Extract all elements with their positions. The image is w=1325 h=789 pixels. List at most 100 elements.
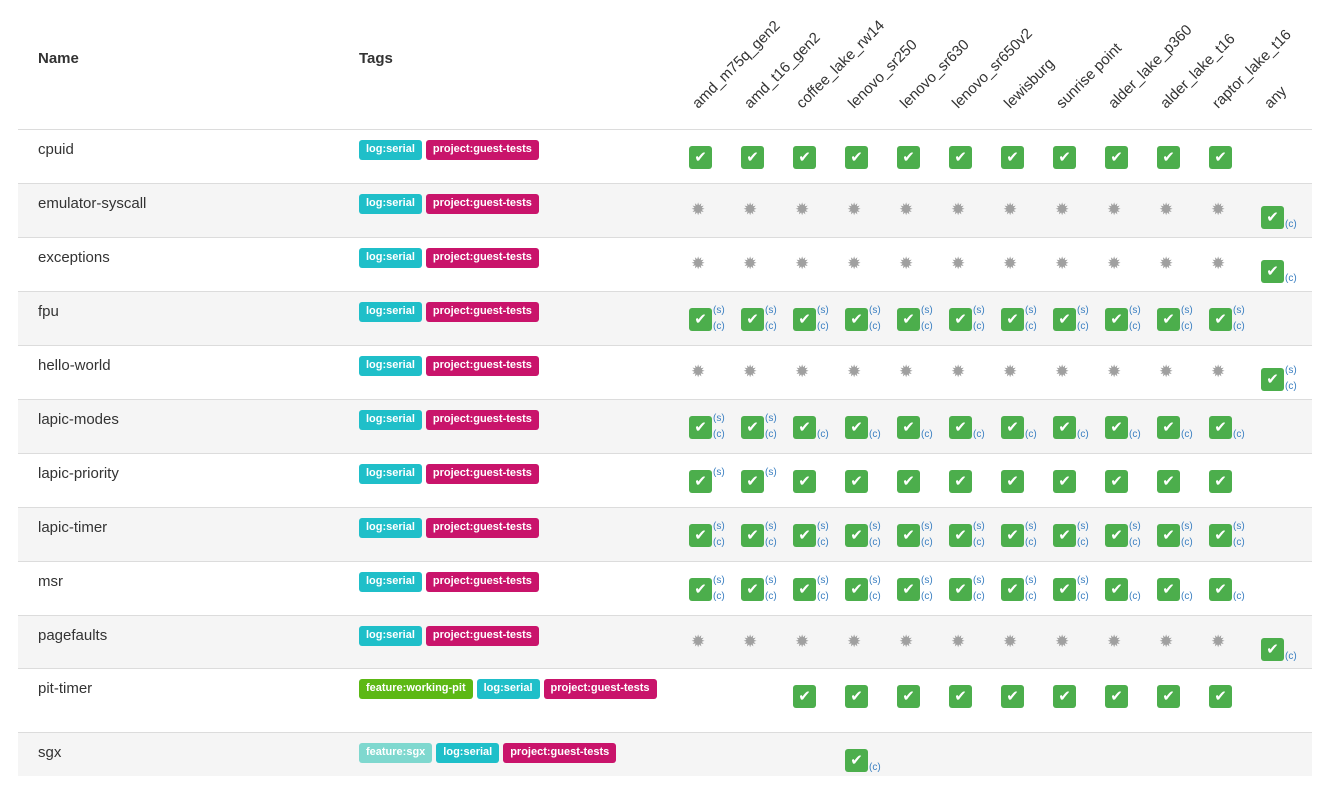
- serial-log-link[interactable]: (s): [921, 521, 933, 532]
- checkmark-icon[interactable]: ✔: [1053, 146, 1076, 169]
- checkmark-icon[interactable]: ✔: [793, 146, 816, 169]
- tag-badge[interactable]: project:guest-tests: [425, 248, 539, 268]
- tag-badge[interactable]: log:serial: [359, 410, 422, 430]
- console-log-link[interactable]: (c): [973, 321, 985, 332]
- result-cell[interactable]: ✔: [897, 685, 945, 725]
- result-cell[interactable]: ✹: [1157, 254, 1205, 294]
- serial-log-link[interactable]: (s): [1077, 575, 1089, 586]
- checkmark-icon[interactable]: ✔: [1105, 578, 1128, 601]
- console-log-link[interactable]: (c): [973, 429, 985, 440]
- result-cell[interactable]: ✔: [1157, 146, 1205, 186]
- serial-log-link[interactable]: (s): [1077, 521, 1089, 532]
- result-cell[interactable]: ✹: [793, 200, 841, 240]
- tag-badge[interactable]: project:guest-tests: [425, 194, 539, 214]
- checkmark-icon[interactable]: ✔: [793, 578, 816, 601]
- serial-log-link[interactable]: (s): [713, 467, 725, 478]
- serial-log-link[interactable]: (s): [1129, 305, 1141, 316]
- result-cell[interactable]: ✔ (s) (c): [689, 575, 737, 618]
- checkmark-icon[interactable]: ✔: [845, 416, 868, 439]
- checkmark-icon[interactable]: ✔: [1157, 416, 1180, 439]
- checkmark-icon[interactable]: ✔: [741, 308, 764, 331]
- result-cell[interactable]: ✹: [1157, 362, 1205, 402]
- console-log-link[interactable]: (c): [869, 321, 881, 332]
- result-cell[interactable]: ✔: [845, 146, 893, 186]
- result-cell[interactable]: ✹: [949, 362, 997, 402]
- result-cell[interactable]: ✔: [1105, 685, 1153, 725]
- console-log-link[interactable]: (c): [921, 591, 933, 602]
- checkmark-icon[interactable]: ✔: [845, 308, 868, 331]
- tag-badge[interactable]: log:serial: [359, 194, 422, 214]
- result-cell[interactable]: ✔ (s) (c): [741, 521, 789, 564]
- checkmark-icon[interactable]: ✔: [793, 308, 816, 331]
- checkmark-icon[interactable]: ✔: [1053, 470, 1076, 493]
- result-cell[interactable]: ✔: [1157, 470, 1205, 510]
- result-cell[interactable]: ✹: [1209, 632, 1257, 672]
- console-log-link[interactable]: (c): [869, 762, 881, 773]
- serial-log-link[interactable]: (s): [1233, 521, 1245, 532]
- tag-badge[interactable]: project:guest-tests: [425, 572, 539, 592]
- console-log-link[interactable]: (c): [817, 591, 829, 602]
- console-log-link[interactable]: (c): [973, 537, 985, 548]
- result-cell[interactable]: ✹: [793, 254, 841, 294]
- result-cell[interactable]: ✔ (s) (c): [1001, 575, 1049, 618]
- result-cell[interactable]: ✔ (c): [1209, 578, 1257, 618]
- result-cell[interactable]: ✔ (s) (c): [741, 413, 789, 456]
- checkmark-icon[interactable]: ✔: [793, 685, 816, 708]
- result-cell[interactable]: ✔ (s) (c): [845, 575, 893, 618]
- result-cell[interactable]: ✹: [1157, 632, 1205, 672]
- checkmark-icon[interactable]: ✔: [1001, 578, 1024, 601]
- checkmark-icon[interactable]: ✔: [1261, 206, 1284, 229]
- result-cell[interactable]: ✔: [949, 146, 997, 186]
- serial-log-link[interactable]: (s): [765, 413, 777, 424]
- serial-log-link[interactable]: (s): [713, 521, 725, 532]
- result-cell[interactable]: ✹: [741, 200, 789, 240]
- result-cell[interactable]: ✹: [845, 632, 893, 672]
- result-cell[interactable]: ✔: [793, 146, 841, 186]
- console-log-link[interactable]: (c): [1077, 591, 1089, 602]
- result-cell[interactable]: ✔: [845, 470, 893, 510]
- checkmark-icon[interactable]: ✔: [1105, 524, 1128, 547]
- checkmark-icon[interactable]: ✔: [741, 470, 764, 493]
- result-cell[interactable]: ✔ (c): [845, 416, 893, 456]
- result-cell[interactable]: ✔ (s) (c): [741, 305, 789, 348]
- console-log-link[interactable]: (c): [765, 537, 777, 548]
- result-cell[interactable]: ✔ (s) (c): [949, 305, 997, 348]
- tag-badge[interactable]: log:serial: [436, 743, 500, 763]
- console-log-link[interactable]: (c): [1181, 591, 1193, 602]
- result-cell[interactable]: ✹: [1157, 200, 1205, 240]
- test-name[interactable]: pit-timer: [38, 680, 93, 697]
- serial-log-link[interactable]: (s): [1233, 305, 1245, 316]
- result-cell[interactable]: ✔ (s) (c): [689, 413, 737, 456]
- console-log-link[interactable]: (c): [921, 537, 933, 548]
- result-cell[interactable]: ✔ (s) (c): [1001, 521, 1049, 564]
- checkmark-icon[interactable]: ✔: [689, 416, 712, 439]
- result-cell[interactable]: ✔ (s) (c): [897, 305, 945, 348]
- result-cell[interactable]: ✹: [741, 362, 789, 402]
- checkmark-icon[interactable]: ✔: [689, 308, 712, 331]
- tag-badge[interactable]: log:serial: [359, 464, 422, 484]
- test-name[interactable]: sgx: [38, 744, 62, 761]
- result-cell[interactable]: ✹: [793, 362, 841, 402]
- checkmark-icon[interactable]: ✔: [845, 685, 868, 708]
- test-name[interactable]: cpuid: [38, 141, 74, 158]
- console-log-link[interactable]: (c): [713, 429, 725, 440]
- checkmark-icon[interactable]: ✔: [1053, 416, 1076, 439]
- console-log-link[interactable]: (c): [765, 591, 777, 602]
- result-cell[interactable]: ✔ (s) (c): [845, 305, 893, 348]
- checkmark-icon[interactable]: ✔: [793, 524, 816, 547]
- console-log-link[interactable]: (c): [1077, 429, 1089, 440]
- console-log-link[interactable]: (c): [1025, 321, 1037, 332]
- result-cell[interactable]: ✹: [1001, 254, 1049, 294]
- result-cell[interactable]: ✹: [949, 254, 997, 294]
- checkmark-icon[interactable]: ✔: [793, 470, 816, 493]
- result-cell[interactable]: ✔ (c): [1157, 578, 1205, 618]
- checkmark-icon[interactable]: ✔: [897, 308, 920, 331]
- result-cell[interactable]: ✔: [1001, 685, 1049, 725]
- result-cell[interactable]: ✔: [741, 146, 789, 186]
- tag-badge[interactable]: project:guest-tests: [425, 140, 539, 160]
- result-cell[interactable]: ✹: [845, 200, 893, 240]
- result-cell[interactable]: ✔ (s) (c): [1261, 365, 1309, 408]
- checkmark-icon[interactable]: ✔: [1157, 470, 1180, 493]
- checkmark-icon[interactable]: ✔: [949, 524, 972, 547]
- column-header-tags[interactable]: Tags: [359, 50, 393, 67]
